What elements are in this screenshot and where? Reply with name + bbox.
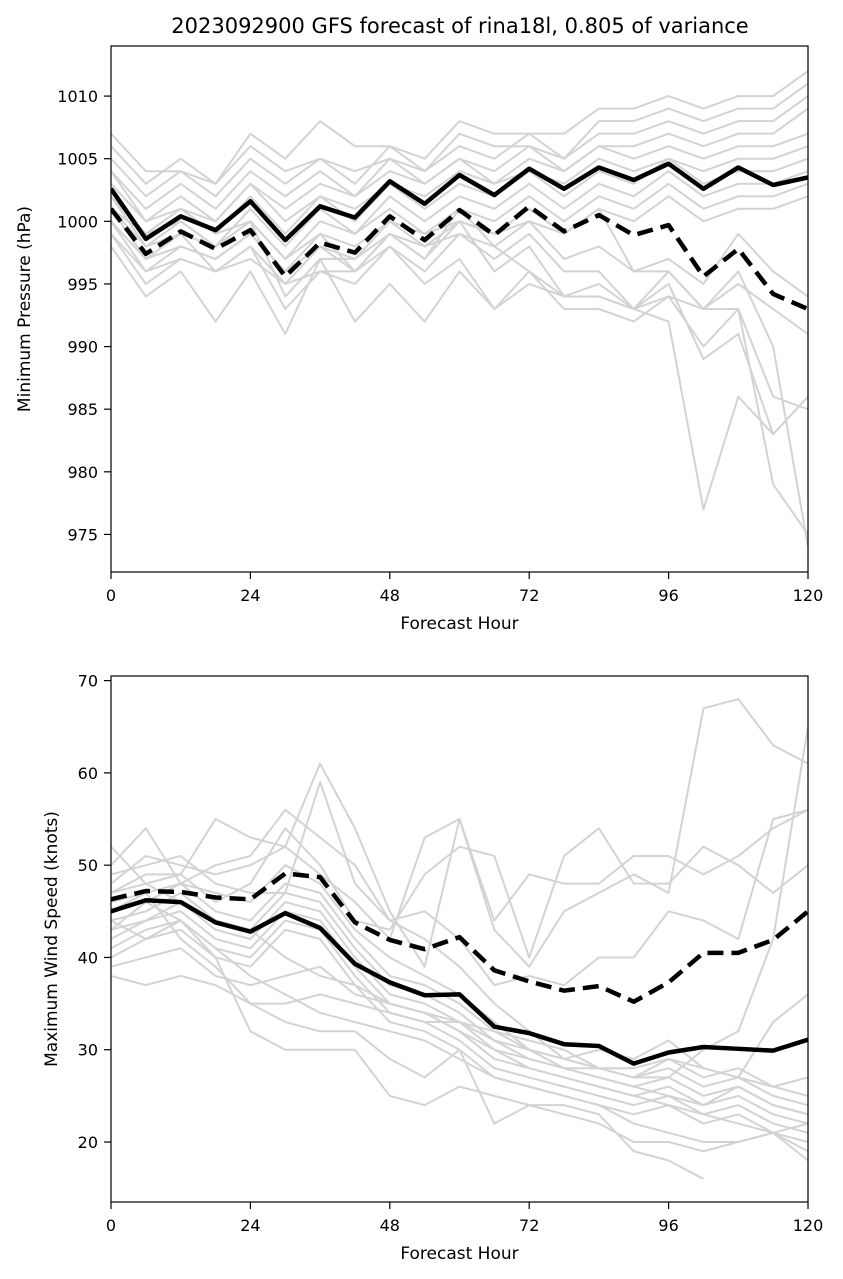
pressure-panel: 0 24 48 72 96 120 975 980 985 990 995 1000 1005 1010 F… — [15, 45, 824, 634]
pressure-y-tick-label: 980 — [67, 463, 98, 482]
pressure-solid-line — [111, 161, 808, 243]
pressure-ensemble-member-line-3 — [111, 95, 808, 198]
wind-dashed-line — [111, 871, 808, 1004]
pressure-y-tick-label: 1000 — [57, 212, 98, 231]
wind-axes-frame — [110, 675, 809, 1203]
wind-y-tick-label: 20 — [78, 1133, 98, 1152]
pressure-ensemble-member-line-14 — [111, 245, 808, 511]
wind-x-tick-label: 24 — [240, 1216, 260, 1235]
wind-x-tick-label: 48 — [380, 1216, 400, 1235]
pressure-x-axis-label: Forecast Hour — [400, 614, 518, 634]
pressure-x-tick-label: 120 — [793, 586, 824, 605]
wind-y-axis-label: Maximum Wind Speed (knots) — [42, 811, 62, 1067]
pressure-y-tick-label: 990 — [67, 338, 98, 357]
pressure-y-tick-label: 975 — [67, 525, 98, 544]
chart-title: 2023092900 GFS forecast of rina18l, 0.80… — [171, 14, 748, 38]
pressure-y-tick-label: 1005 — [57, 150, 98, 169]
wind-ensemble-member-line-17 — [111, 901, 808, 1144]
pressure-y-axis-label: Minimum Pressure (hPa) — [15, 206, 35, 412]
wind-y-tick-label: 60 — [78, 764, 98, 783]
wind-ensemble-member-line-15 — [111, 919, 808, 1162]
wind-ensemble-member-line-16 — [111, 891, 704, 1180]
pressure-ensemble-member-line-6 — [111, 145, 808, 223]
wind-ensemble-member-line-10 — [111, 910, 808, 1125]
pressure-x-tick-label: 48 — [380, 586, 400, 605]
pressure-ensemble-member-line-8 — [111, 170, 808, 248]
wind-y-tick-label: 50 — [78, 856, 98, 875]
wind-y-tick-label: 40 — [78, 948, 98, 967]
pressure-ensemble-member-line-17 — [111, 232, 808, 335]
wind-ensemble-member-line-7 — [111, 882, 808, 1097]
wind-x-tick-label: 96 — [658, 1216, 678, 1235]
pressure-x-tick-label: 72 — [519, 586, 539, 605]
wind-ensemble-member-line-1 — [111, 698, 808, 968]
pressure-x-tick-label: 0 — [106, 586, 116, 605]
wind-y-tick-label: 70 — [78, 672, 98, 691]
wind-ensemble-member-line-9 — [111, 901, 808, 1116]
pressure-plot-area — [111, 70, 808, 548]
wind-x-tick-label: 120 — [793, 1216, 824, 1235]
wind-solid-line — [111, 897, 808, 1066]
pressure-axes-frame — [110, 45, 809, 573]
wind-x-tick-label: 72 — [519, 1216, 539, 1235]
pressure-x-tick-label: 24 — [240, 586, 260, 605]
pressure-y-tick-label: 995 — [67, 275, 98, 294]
wind-x-axis-label: Forecast Hour — [400, 1244, 518, 1264]
wind-y-tick-label: 30 — [78, 1041, 98, 1060]
wind-ensemble-member-line-3 — [111, 781, 808, 987]
pressure-ensemble-member-line-1 — [111, 70, 808, 185]
wind-ensemble-member-line-11 — [111, 919, 808, 1134]
pressure-ensemble-member-line-13 — [111, 233, 808, 536]
pressure-ensemble-member-line-2 — [111, 82, 808, 185]
wind-x-tick-label: 0 — [106, 1216, 116, 1235]
wind-ensemble-member-line-12 — [111, 928, 808, 1143]
pressure-x-tick-label: 96 — [658, 586, 678, 605]
wind-panel: 0 24 48 72 96 120 20 30 40 50 60 70 Forecast Hour Max… — [42, 672, 823, 1264]
wind-plot-area — [111, 698, 808, 1180]
pressure-dashed-line — [111, 204, 808, 312]
pressure-y-tick-label: 985 — [67, 400, 98, 419]
pressure-y-tick-label: 1010 — [57, 87, 98, 106]
wind-ensemble-member-line-4 — [111, 808, 808, 940]
